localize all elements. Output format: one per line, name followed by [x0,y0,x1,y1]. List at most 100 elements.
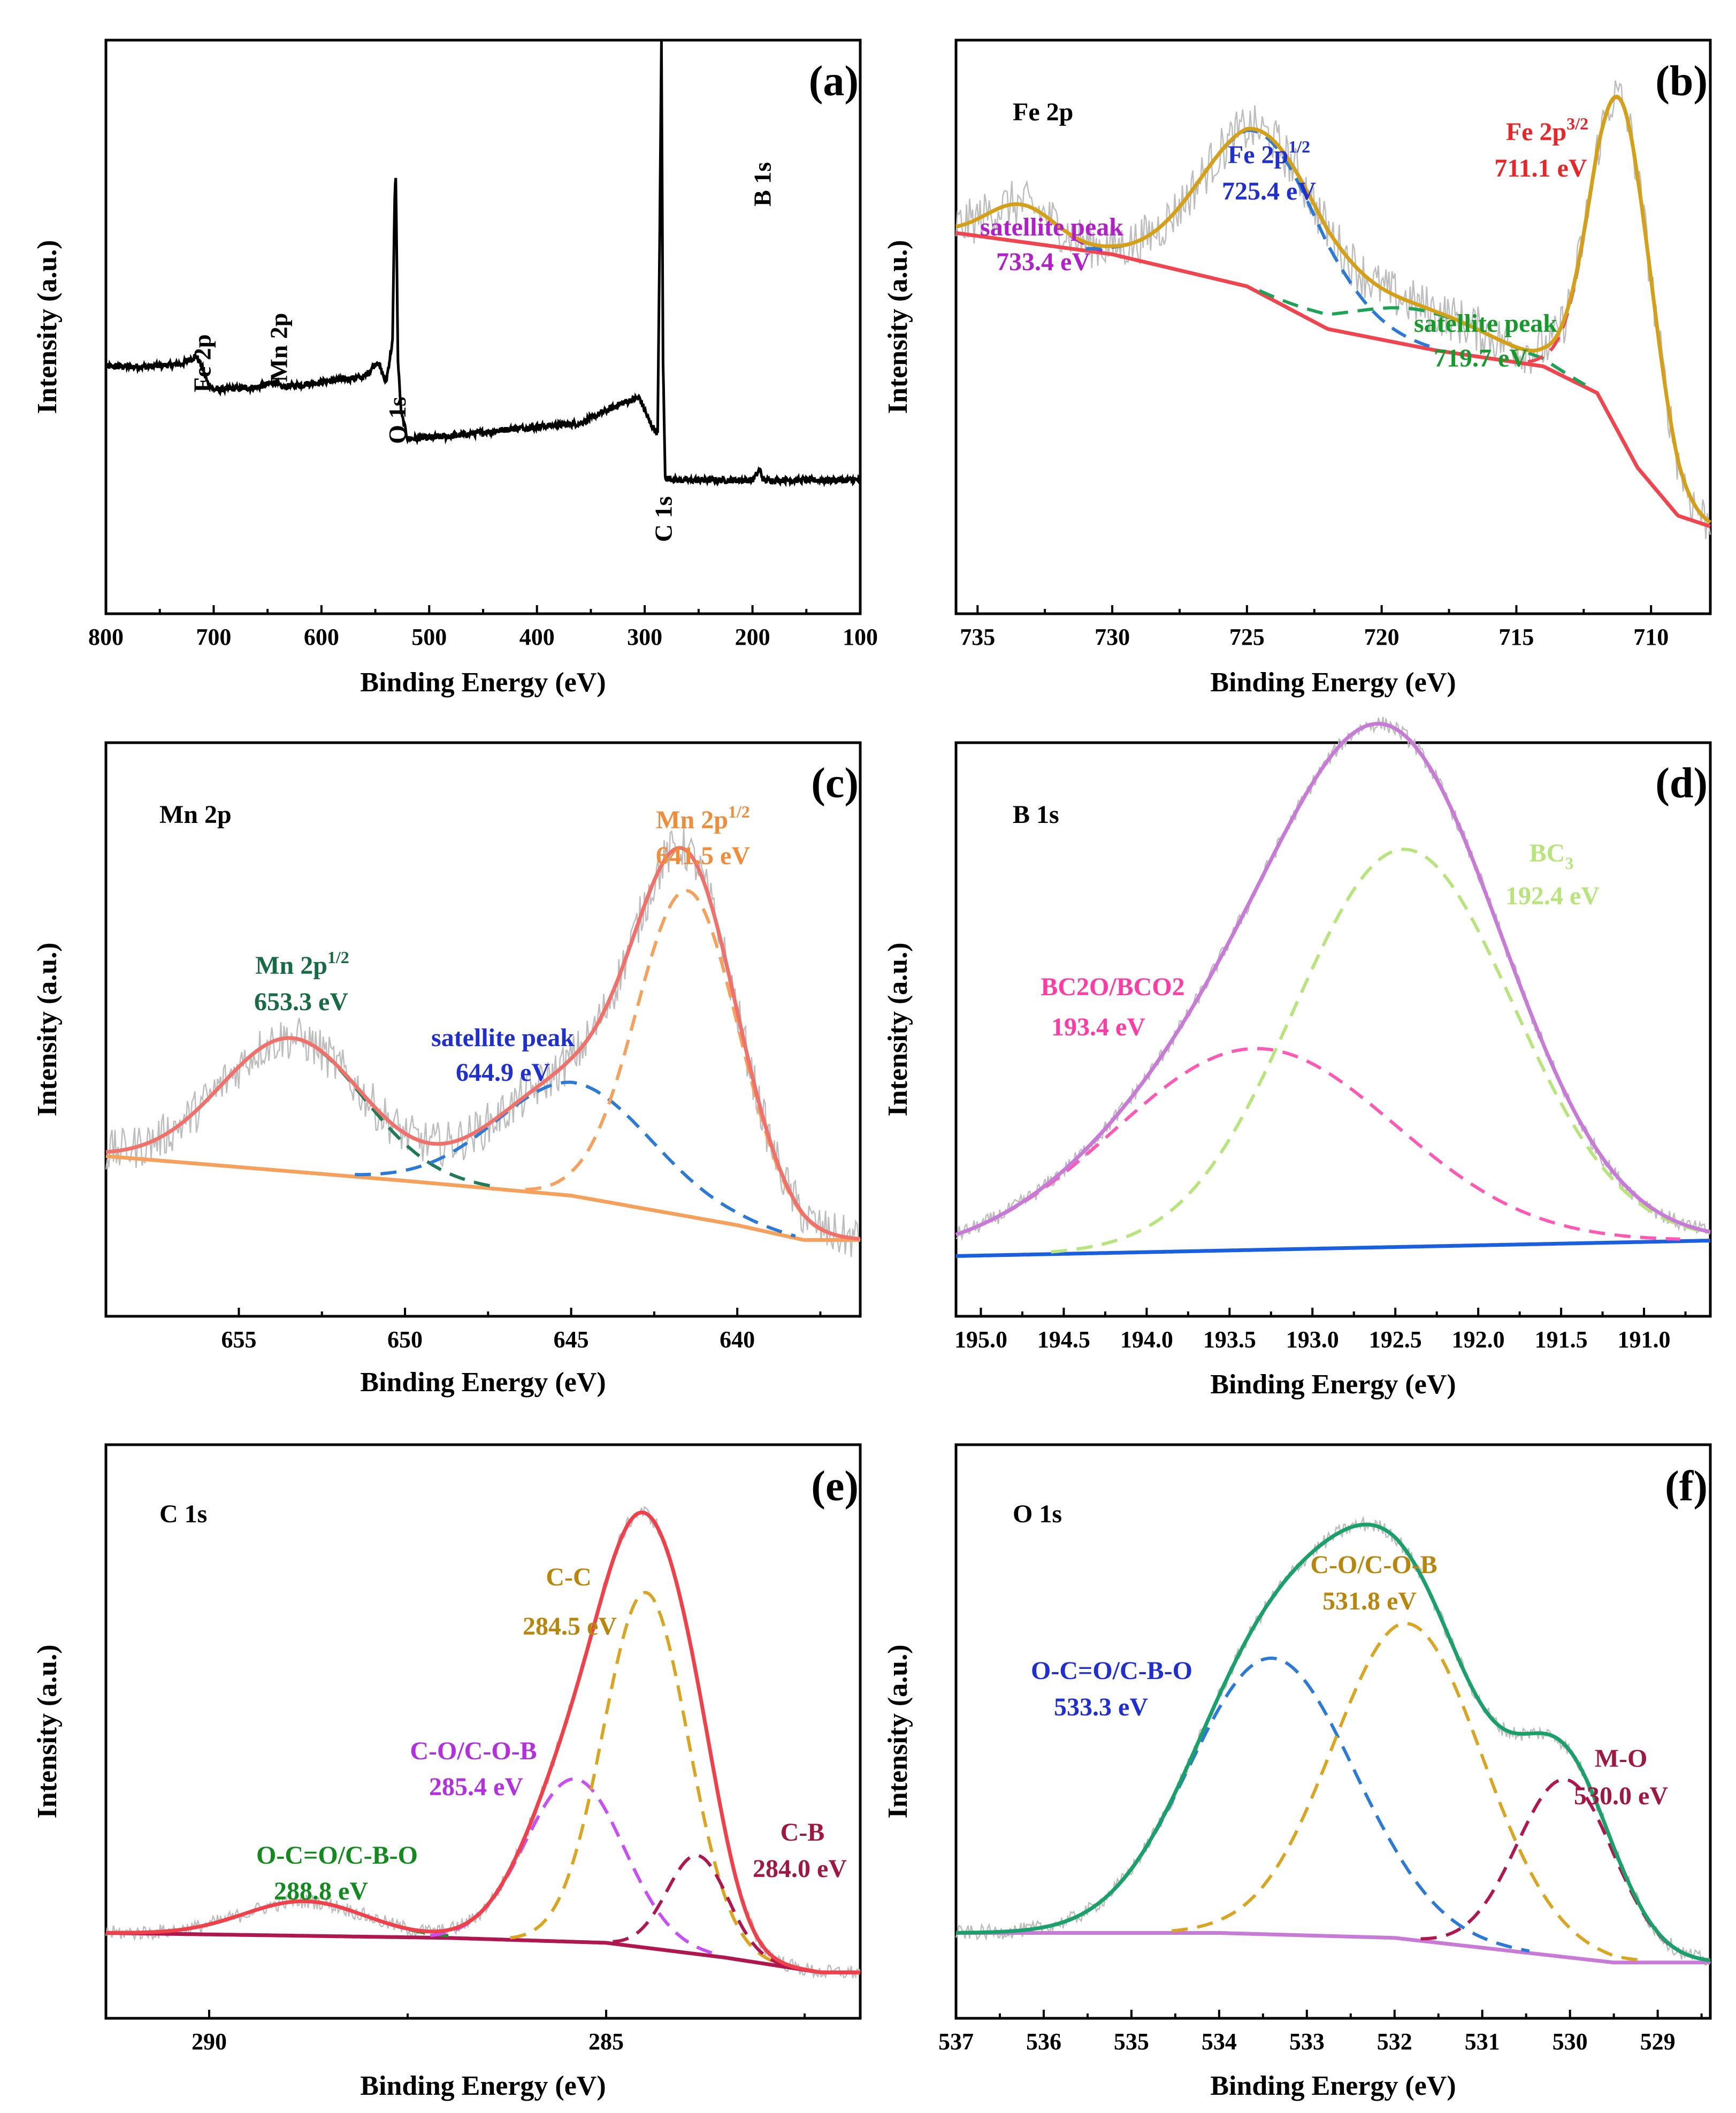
panel-b-ann-sat2-energy: 719.7 eV [1434,344,1528,372]
panel-c-component-2 [355,1080,796,1238]
panel-c-background [105,1154,860,1242]
panel-e-ann-occ: O-C=O/C-B-O [256,1841,418,1870]
panel-d-frame [954,741,1712,1318]
panel-f-xtick-label: 535 [1114,2028,1149,2055]
panel-c-ann-mn2p-a-energy: 653.3 eV [254,988,348,1016]
panel-f-xtick-label: 533 [1289,2028,1325,2055]
panel-a-survey: 800 700 600 500 400 300 200 100 Fe 2p Mn 2p O 1s C… [32,39,878,698]
panel-b-ann-fe2p12-energy: 725.4 eV [1222,177,1316,205]
panel-f-xtick-label: 530 [1553,2028,1588,2055]
panel-b-series [955,80,1712,539]
panel-d-label: (d) [1655,760,1708,807]
panel-d-ann-bc3-energy: 192.4 eV [1505,882,1600,910]
panel-b-ylabel: Intensity (a.u.) [883,240,913,414]
panel-f-ann-co-energy: 531.8 eV [1322,1587,1417,1615]
panel-d-background [956,1239,1711,1258]
panel-c-xtick-label: 640 [720,1326,755,1353]
panel-b-xticks: 735 730 725 720 715 710 [960,605,1669,650]
panel-f-xtick-label: 531 [1465,2028,1500,2055]
panel-f-title: O 1s [1013,1500,1062,1528]
panel-c-ylabel: Intensity (a.u.) [32,942,63,1116]
panel-a-peak-label: Fe 2p [188,334,216,393]
panel-a-peak-label: Mn 2p [265,313,292,382]
panel-a-xtick-label: 700 [196,624,231,650]
panel-b-xtick-label: 720 [1364,624,1399,650]
panel-a-xtick-label: 300 [627,624,662,650]
panel-c-xtick-label: 655 [221,1326,256,1353]
panel-d-xtick-label: 193.5 [1203,1326,1256,1353]
panel-f-xlabel: Binding Energy (eV) [1210,2071,1456,2101]
panel-a-peak-label: B 1s [749,162,776,207]
panel-c-xlabel: Binding Energy (eV) [360,1367,606,1398]
panel-e-label: (e) [811,1463,859,1510]
panel-d-xtick-label: 191.0 [1618,1326,1671,1353]
panel-c-xtick-label: 650 [387,1326,423,1353]
panel-f-ann-occ-energy: 533.3 eV [1054,1693,1148,1721]
panel-a-xticks: 800 700 600 500 400 300 200 100 [88,605,878,650]
panel-d-component-2 [1051,848,1711,1254]
panel-a-peak-label: O 1s [384,397,411,444]
panel-e-title: C 1s [159,1500,207,1528]
panel-d-xtick-label: 193.0 [1286,1326,1339,1353]
panel-d-xtick-label: 191.5 [1535,1326,1588,1353]
panel-a-ylabel: Intensity (a.u.) [32,240,63,414]
panel-b-xtick-label: 735 [960,624,995,650]
panel-e-component-4 [613,1853,783,1966]
panel-f-ann-mo-energy: 530.0 eV [1574,1782,1668,1810]
panel-e-ylabel: Intensity (a.u.) [32,1644,63,1818]
panel-f-xtick-label: 529 [1640,2028,1676,2055]
panel-a-label: (a) [809,58,859,105]
panel-a-survey-line [104,41,861,487]
panel-d-xlabel: Binding Energy (eV) [1210,1369,1456,1400]
panel-e-xticks: 290 285 [192,2010,806,2055]
panel-c-envelope [105,846,861,1241]
panel-f-xtick-label: 534 [1202,2028,1237,2055]
panel-a-xtick-label: 600 [304,624,339,650]
panel-a-xtick-label: 200 [735,624,770,650]
panel-b-xtick-label: 715 [1498,624,1534,650]
panel-c-frame [104,741,862,1318]
panel-b-frame [954,39,1712,615]
panel-f-xticks: 537 536 535 534 533 532 531 530 529 [938,2010,1703,2055]
panel-d-xtick-label: 194.5 [1037,1326,1090,1353]
panel-d-title: B 1s [1013,800,1059,829]
panel-c-ann-mn2p-b: Mn 2p1/2 [656,802,750,834]
panel-f-series [955,1515,1711,1966]
panel-e-component-2 [430,1777,719,1956]
panel-d-xtick-label: 195.0 [954,1326,1007,1353]
panel-e-ann-co: C-O/C-O-B [410,1737,537,1765]
panel-b-ann-fe2p32: Fe 2p3/2 [1506,114,1588,146]
panel-e-xtick-label: 285 [588,2028,624,2055]
panel-a-xtick-label: 500 [411,624,447,650]
panel-c-component-3 [525,889,850,1240]
panel-a-xtick-label: 100 [843,624,878,650]
panel-d-xtick-label: 194.0 [1120,1326,1173,1353]
panel-f-ann-co: C-O/C-O-B [1310,1551,1437,1579]
panel-c-mn2p: 655 650 645 640 (c) Mn 2p Binding Energy (e… [32,741,862,1398]
panel-b-ann-fe2p32-energy: 711.1 eV [1494,154,1587,182]
panel-e-ann-cc-energy: 284.5 eV [523,1612,617,1641]
panel-f-xtick-label: 537 [938,2028,974,2055]
panel-e-series [105,1506,861,1979]
panel-d-xticks: 195.0 194.5 194.0 193.5 193.0 192.5 192.0 191.5… [954,1308,1687,1353]
panel-d-envelope [955,722,1711,1237]
panel-b-background [955,231,1711,529]
panel-c-component-1 [105,1036,497,1189]
panel-a-peak-labels: Fe 2p Mn 2p O 1s C 1s B 1s [188,162,776,542]
panel-c-ann-sat-energy: 644.9 eV [456,1058,550,1087]
panel-a-xlabel: Binding Energy (eV) [360,667,606,698]
panel-f-background [956,1931,1710,1965]
panel-c-title: Mn 2p [159,800,232,829]
panel-f-label: (f) [1665,1463,1708,1510]
panel-c-ann-sat: satellite peak [431,1024,575,1052]
panel-f-xtick-label: 536 [1026,2028,1061,2055]
panel-b-label: (b) [1655,58,1708,105]
panel-c-label: (c) [811,760,859,807]
panel-a-xtick-label: 800 [88,624,124,650]
panel-c-xtick-label: 645 [554,1326,589,1353]
panel-d-ann-bc2o: BC2O/BCO2 [1041,973,1184,1001]
panel-a-series [104,41,861,487]
panel-e-xlabel: Binding Energy (eV) [360,2071,606,2101]
panel-b-fe2p: 735 730 725 720 715 710 (b) Fe 2p Binding Ene… [883,39,1712,698]
